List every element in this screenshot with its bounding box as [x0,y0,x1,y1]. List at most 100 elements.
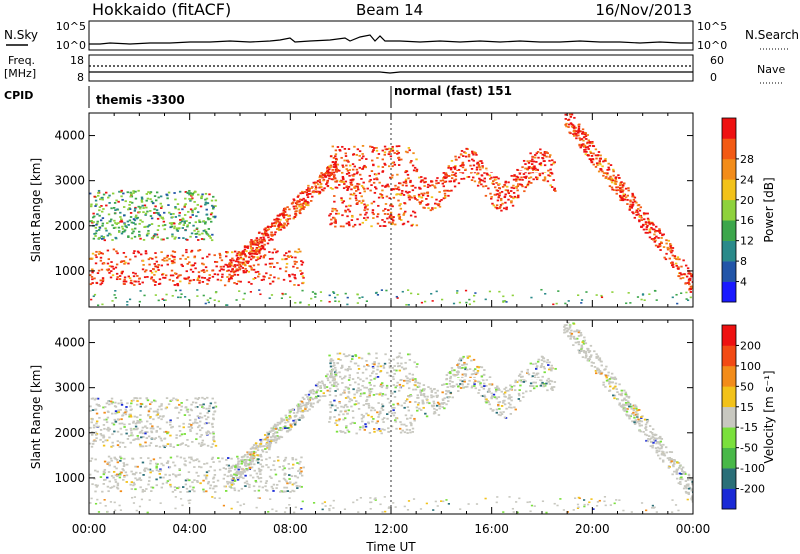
echo-cell [250,268,254,271]
echo-cell [110,475,114,477]
echo-cell [272,425,276,428]
echo-cell [281,226,284,229]
echo-cell [201,257,204,260]
echo-cell [646,212,649,215]
echo-cell [381,170,385,173]
echo-cell [365,211,368,214]
echo-cell [337,413,341,416]
echo-cell [419,201,422,204]
echo-cell [497,195,501,198]
echo-cell [182,426,185,429]
echo-cell [237,280,240,283]
echo-cell [681,466,685,469]
echo-cell [611,188,614,191]
echo-cell [204,192,208,195]
echo-cell [119,399,123,402]
echo-cell [94,458,97,461]
echo-cell [109,486,112,489]
echo-cell [291,467,294,469]
echo-cell [319,390,323,392]
echo-cell [515,175,518,178]
echo-cell [99,279,102,282]
echo-cell [293,422,296,424]
echo-cell [479,178,482,181]
echo-cell [126,300,129,303]
echo-cell [289,416,292,419]
echo-cell [486,173,489,176]
echo-cell [610,177,614,180]
echo-cell [487,401,490,403]
echo-cell [284,456,288,459]
echo-cell [301,272,304,275]
echo-cell [619,405,623,408]
echo-cell [197,276,201,279]
echo-cell [248,486,251,489]
echo-cell [174,407,177,409]
echo-cell [97,189,101,192]
echo-cell [409,395,413,397]
echo-cell [187,276,190,279]
echo-cell [230,261,233,264]
echo-cell [216,479,220,482]
echo-cell [136,479,139,481]
echo-cell [576,337,579,340]
echo-cell [268,475,272,478]
echo-cell [305,191,309,194]
echo-cell [504,201,507,204]
echo-cell [394,223,397,226]
echo-cell [261,465,264,468]
echo-cell [444,189,447,192]
echo-cell [584,132,587,135]
echo-cell [632,212,635,215]
echo-cell [114,412,117,415]
echo-cell [106,222,109,225]
echo-cell [267,236,270,239]
colorbar-tick-label: 12 [740,235,754,248]
echo-cell [263,243,266,246]
echo-cell [607,162,610,165]
echo-cell [543,164,547,167]
echo-cell [500,197,503,200]
echo-cell [377,153,381,155]
echo-cell [365,158,368,160]
echo-cell [119,190,123,193]
echo-cell [480,366,484,369]
echo-cell [122,251,126,254]
echo-cell [173,225,176,228]
echo-cell [365,400,368,402]
echo-cell [249,241,252,244]
echo-cell [129,405,132,408]
echo-cell [166,461,169,464]
echo-cell [619,199,622,202]
echo-cell [397,199,400,202]
echo-cell [468,355,471,358]
echo-cell [339,225,343,228]
echo-cell [359,213,362,216]
echo-cell [375,357,378,360]
echo-cell [148,468,152,471]
echo-cell [308,190,311,192]
echo-cell [193,262,197,265]
echo-cell [200,269,204,272]
echo-cell [404,399,408,402]
echo-cell [150,277,153,280]
echo-cell [416,381,420,384]
echo-cell [196,426,200,429]
echo-cell [241,471,245,473]
echo-cell [306,196,310,199]
echo-cell [459,164,462,167]
echo-cell [274,441,278,444]
echo-cell [435,396,439,398]
echo-cell [320,172,323,174]
echo-cell [205,471,209,474]
echo-cell [318,186,321,189]
echo-cell [476,370,480,372]
echo-cell [328,177,331,180]
echo-cell [120,218,123,221]
echo-cell [188,461,192,464]
echo-cell [118,278,122,280]
echo-cell [312,190,315,193]
echo-cell [326,373,329,376]
echo-cell [414,384,417,387]
echo-cell [112,470,116,473]
